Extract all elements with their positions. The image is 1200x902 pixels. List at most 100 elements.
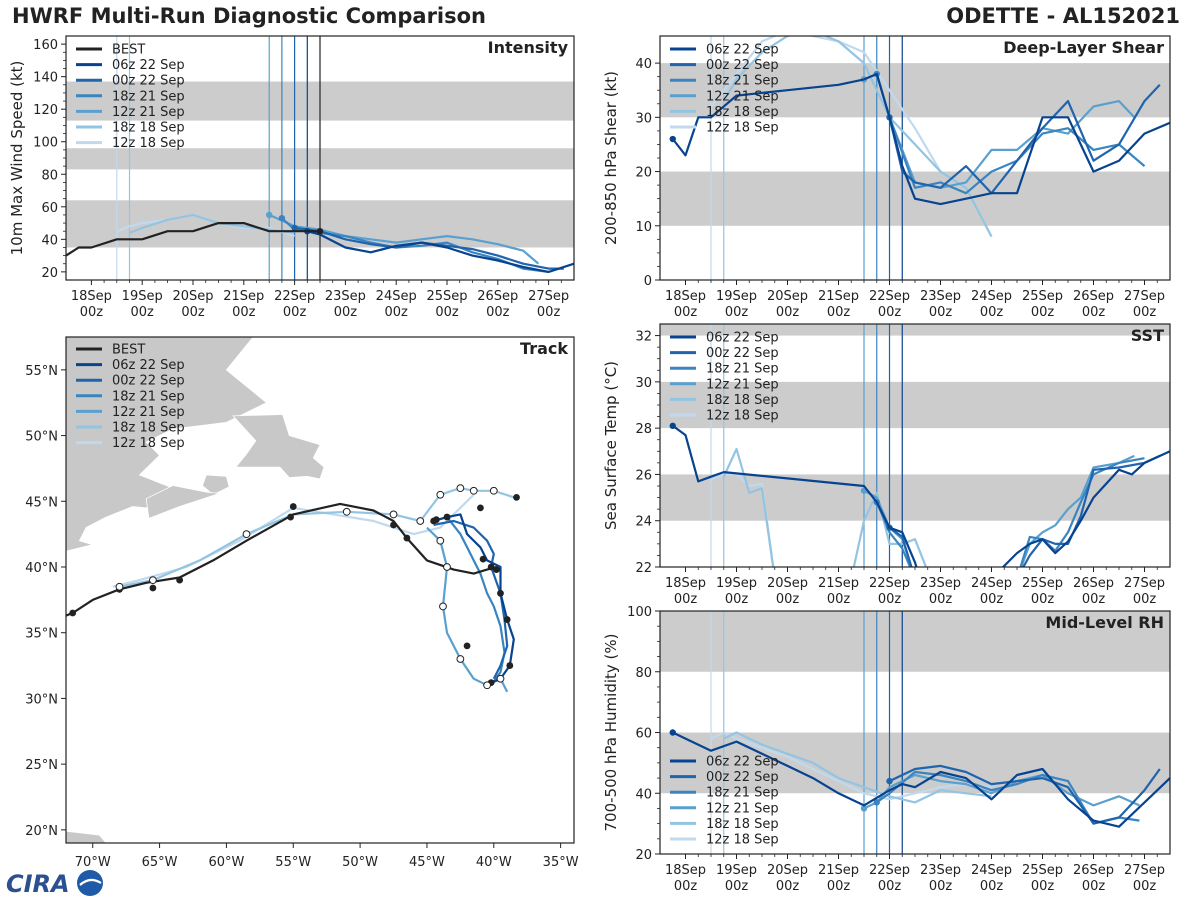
xtick-sublabel-26sep: 00z xyxy=(1082,592,1106,607)
legend-label-18z-21-sep: 18z 21 Sep xyxy=(706,786,779,801)
legend-label-18z-18-sep: 18z 18 Sep xyxy=(112,421,185,436)
xtick-label-27sep: 27Sep xyxy=(1124,863,1165,878)
legend-label-18z-18-sep: 18z 18 Sep xyxy=(112,121,185,136)
legend-label-06z-22-sep: 06z 22 Sep xyxy=(112,58,185,73)
series-best xyxy=(66,222,320,257)
xtick-label-20sep: 20Sep xyxy=(172,289,213,304)
plot-area-track xyxy=(66,337,520,843)
legend-label-12z-18-sep: 12z 18 Sep xyxy=(112,436,185,451)
legend-label-00z-22-sep: 00z 22 Sep xyxy=(706,346,779,361)
ytick-label-60: 60 xyxy=(635,727,652,742)
track-marker-06z-22-sep xyxy=(497,589,504,597)
xtick-label-26sep: 26Sep xyxy=(477,289,518,304)
xtick-label-24sep: 24Sep xyxy=(376,289,417,304)
xtick-label-23sep: 23Sep xyxy=(920,289,961,304)
track-ytick-label-45-n: 45°N xyxy=(25,495,58,510)
track-ytick-label-30-n: 30°N xyxy=(25,692,58,707)
landmass-4 xyxy=(66,830,107,843)
legend-label-best: BEST xyxy=(112,343,145,358)
panel-sst: 22242628303218Sep00z19Sep00z20Sep00z21Se… xyxy=(602,323,1171,607)
xtick-sublabel-19sep: 00z xyxy=(131,305,155,320)
xtick-sublabel-25sep: 00z xyxy=(435,305,459,320)
xtick-sublabel-23sep: 00z xyxy=(929,305,953,320)
track-best xyxy=(66,502,497,617)
ytick-label-40: 40 xyxy=(635,57,652,72)
frame-shear xyxy=(659,35,1171,281)
legend-label-18z-18-sep: 18z 18 Sep xyxy=(706,393,779,408)
xtick-sublabel-20sep: 00z xyxy=(181,305,205,320)
track-marker-12z-21-sep xyxy=(456,655,465,663)
panel-track: 70°W 65°W 60°W 55°W 50°W 45°W 40°W 35°W 20°N 25°N… xyxy=(25,336,579,870)
cira-logo-text: CIRA xyxy=(6,870,70,898)
track-marker-12z-21-sep xyxy=(436,536,445,545)
xtick-label-20sep: 20Sep xyxy=(767,576,808,591)
xtick-label-21sep: 21Sep xyxy=(223,289,264,304)
track-marker-best xyxy=(287,513,294,521)
track-marker-18z-18-sep xyxy=(436,490,445,499)
xtick-label-19sep: 19Sep xyxy=(716,576,757,591)
track-ytick-label-25-n: 25°N xyxy=(25,758,58,773)
xtick-label-19sep: 19Sep xyxy=(122,289,163,304)
xtick-sublabel-18sep: 00z xyxy=(674,879,698,894)
ytick-label-20: 20 xyxy=(635,848,652,863)
storm-name: ODETTE - AL152021 xyxy=(946,4,1180,28)
ytick-label-60: 60 xyxy=(41,201,58,216)
track-xtick-label-55-w: 55°W xyxy=(275,855,311,870)
xtick-sublabel-25sep: 00z xyxy=(1031,879,1055,894)
xtick-sublabel-22sep: 00z xyxy=(878,592,902,607)
panel-title-track: Track xyxy=(520,339,568,358)
xtick-sublabel-25sep: 00z xyxy=(1031,592,1055,607)
track-ytick-label-35-n: 35°N xyxy=(25,627,58,642)
series-00z-22-sep xyxy=(888,454,1161,567)
series-12z-21-sep xyxy=(268,213,540,265)
legend-label-00z-22-sep: 00z 22 Sep xyxy=(112,374,185,389)
ytick-label-32: 32 xyxy=(635,330,652,345)
xtick-sublabel-26sep: 00z xyxy=(486,305,510,320)
series-18z-18-sep xyxy=(722,36,993,238)
xtick-sublabel-19sep: 00z xyxy=(725,305,749,320)
track-ytick-label-50-n: 50°N xyxy=(25,430,58,445)
xtick-sublabel-25sep: 00z xyxy=(1031,305,1055,320)
panel-shear: 01020304018Sep00z19Sep00z20Sep00z21Sep00… xyxy=(602,35,1171,320)
track-marker-best xyxy=(176,576,184,584)
xtick-label-25sep: 25Sep xyxy=(1022,863,1063,878)
xtick-sublabel-23sep: 00z xyxy=(929,879,953,894)
legend-label-00z-22-sep: 00z 22 Sep xyxy=(112,74,185,89)
ytick-label-0: 0 xyxy=(644,274,652,289)
track-marker-18z-18-sep xyxy=(148,576,157,585)
series-00z-22-sep xyxy=(889,764,1161,825)
track-marker-best xyxy=(493,566,500,574)
init-point-00z-22-sep xyxy=(291,224,298,232)
ytick-label-20: 20 xyxy=(635,166,652,181)
legend-label-06z-22-sep: 06z 22 Sep xyxy=(706,755,779,770)
plot-area-shear xyxy=(669,36,1170,280)
legend-label-12z-18-sep: 12z 18 Sep xyxy=(706,409,779,424)
ytick-label-100: 100 xyxy=(33,136,58,151)
init-point-18z-21-sep xyxy=(278,214,286,222)
init-point-18z-21-sep xyxy=(873,799,880,806)
xtick-label-24sep: 24Sep xyxy=(971,863,1012,878)
ytick-label-10: 10 xyxy=(635,220,652,235)
panel-intensity: 2040608010012014016018Sep00z19Sep00z20Se… xyxy=(8,35,575,320)
xtick-sublabel-19sep: 00z xyxy=(725,879,749,894)
xtick-label-18sep: 18Sep xyxy=(665,576,706,591)
track-marker-18z-18-sep xyxy=(342,507,351,516)
band-1 xyxy=(660,381,1170,429)
xtick-sublabel-24sep: 00z xyxy=(980,879,1004,894)
plot-area-intensity xyxy=(66,36,574,280)
track-marker-best xyxy=(487,563,495,571)
track-ytick-label-20-n: 20°N xyxy=(25,824,58,839)
series-06z-22-sep xyxy=(672,424,1170,567)
xtick-label-25sep: 25Sep xyxy=(1022,289,1063,304)
ytick-label-120: 120 xyxy=(33,103,58,118)
legend-label-18z-21-sep: 18z 21 Sep xyxy=(112,89,185,104)
track-xtick-label-65-w: 65°W xyxy=(142,855,178,870)
frame-track xyxy=(65,336,575,844)
cira-logo: CIRA xyxy=(4,866,114,902)
xtick-label-23sep: 23Sep xyxy=(920,863,961,878)
track-marker-18z-18-sep xyxy=(242,530,251,539)
series-12z-18-sep xyxy=(710,731,992,801)
ytick-label-160: 160 xyxy=(33,38,58,53)
legend-label-12z-18-sep: 12z 18 Sep xyxy=(706,121,779,136)
init-point-00z-22-sep xyxy=(886,777,893,785)
